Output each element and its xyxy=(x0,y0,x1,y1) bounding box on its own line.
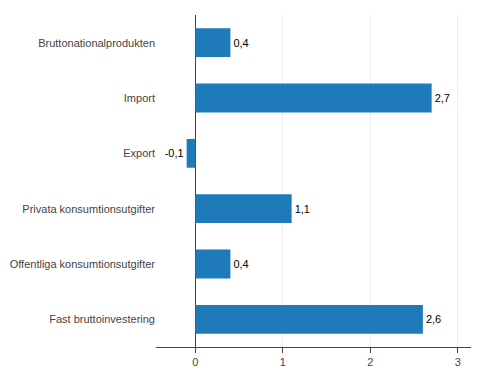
svg-text:Export: Export xyxy=(123,147,155,159)
svg-text:1: 1 xyxy=(280,356,286,368)
svg-text:Import: Import xyxy=(124,92,155,104)
svg-text:2,7: 2,7 xyxy=(435,92,450,104)
svg-text:1,1: 1,1 xyxy=(295,203,310,215)
svg-text:2: 2 xyxy=(367,356,373,368)
svg-text:0,4: 0,4 xyxy=(233,37,248,49)
svg-text:-0,1: -0,1 xyxy=(165,147,184,159)
svg-text:3: 3 xyxy=(455,356,461,368)
svg-text:Fast bruttoinvestering: Fast bruttoinvestering xyxy=(49,313,155,325)
svg-text:2,6: 2,6 xyxy=(426,313,441,325)
svg-text:0,4: 0,4 xyxy=(233,258,248,270)
svg-text:Offentliga konsumtionsutgifter: Offentliga konsumtionsutgifter xyxy=(10,258,156,270)
svg-text:Privata konsumtionsutgifter: Privata konsumtionsutgifter xyxy=(22,203,155,215)
svg-text:0: 0 xyxy=(192,356,198,368)
svg-text:Bruttonationalprodukten: Bruttonationalprodukten xyxy=(38,37,155,49)
